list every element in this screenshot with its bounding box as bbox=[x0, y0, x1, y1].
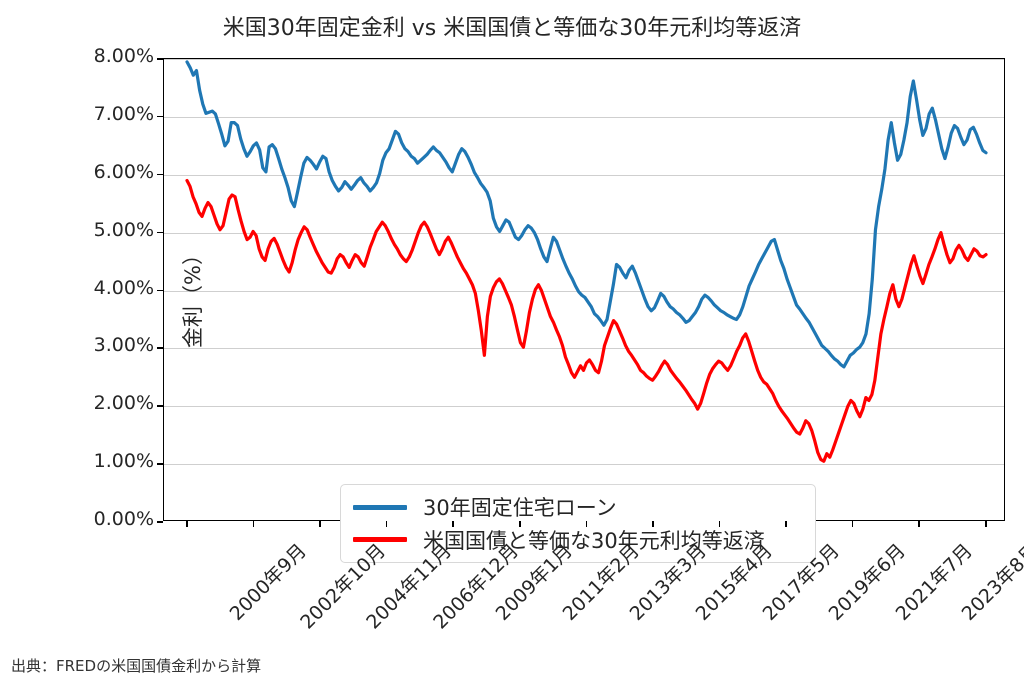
legend-label-treasury: 米国国債と等価な30年元利均等返済 bbox=[423, 528, 765, 553]
series-lines bbox=[185, 60, 988, 463]
gridline bbox=[164, 290, 1004, 292]
legend-item-mortgage: 30年固定住宅ローン bbox=[353, 491, 803, 524]
y-axis-tick-label: 2.00% bbox=[93, 392, 154, 415]
gridline bbox=[164, 59, 1004, 60]
x-axis-tick-mark bbox=[918, 521, 920, 527]
gridline bbox=[164, 116, 1004, 118]
x-axis-tick-mark bbox=[518, 521, 521, 527]
y-axis-tick-mark bbox=[157, 231, 163, 234]
x-axis-tick-mark bbox=[385, 521, 388, 527]
y-axis-tick-label: 8.00% bbox=[93, 45, 154, 67]
x-axis-tick-mark bbox=[319, 521, 321, 527]
legend-item-treasury: 米国国債と等価な30年元利均等返済 bbox=[353, 524, 803, 557]
y-axis-tick-mark bbox=[157, 347, 163, 349]
y-axis-tick-label: 3.00% bbox=[93, 334, 154, 357]
page-title: 米国30年固定金利 vs 米国国債と等価な30年元利均等返済 bbox=[222, 16, 802, 41]
x-axis-tick-mark bbox=[851, 521, 854, 527]
gridline bbox=[164, 232, 1004, 234]
y-axis-tick-mark bbox=[157, 58, 163, 60]
x-axis-tick-mark bbox=[985, 521, 987, 527]
series-line-treasury bbox=[185, 178, 988, 463]
legend-swatch-blue bbox=[353, 504, 407, 510]
x-axis-tick-mark bbox=[186, 521, 188, 527]
y-axis-label: 金利（%） bbox=[181, 244, 205, 348]
y-axis-tick-label: 7.00% bbox=[93, 102, 154, 125]
y-axis-tick-mark bbox=[157, 463, 163, 465]
y-axis-tick-label: 0.00% bbox=[93, 508, 154, 530]
y-axis-tick-label: 1.00% bbox=[93, 450, 154, 473]
y-axis-tick-mark bbox=[157, 173, 163, 176]
x-axis-tick-mark bbox=[585, 521, 588, 527]
y-axis-tick-label: 5.00% bbox=[93, 218, 154, 241]
y-axis-tick-labels: 0.00% 1.00% 2.00% 3.00% 4.00% 5.00% 6.00% 7.00%… bbox=[56, 45, 154, 530]
y-axis-tick-mark bbox=[157, 521, 163, 523]
series-line-mortgage bbox=[185, 60, 988, 369]
x-axis-tick-mark bbox=[718, 521, 721, 527]
x-axis-tick-mark bbox=[452, 521, 454, 527]
x-axis-tick-mark bbox=[785, 521, 787, 527]
source-note: 出典：FREDの米国国債金利から計算 bbox=[11, 657, 262, 675]
gridline bbox=[164, 406, 1004, 408]
gridline bbox=[164, 174, 1004, 176]
gridline bbox=[164, 464, 1004, 466]
chart-legend: 30年固定住宅ローン 米国国債と等価な30年元利均等返済 bbox=[340, 484, 816, 563]
y-axis-tick-mark bbox=[157, 289, 163, 292]
legend-swatch-red bbox=[353, 537, 407, 543]
y-axis-tick-mark bbox=[157, 115, 163, 118]
y-axis-tick-marks bbox=[157, 58, 165, 523]
gridline bbox=[164, 348, 1004, 350]
y-axis-tick-label: 4.00% bbox=[93, 276, 154, 299]
plot-area: 30年固定住宅ローン 米国国債と等価な30年元利均等返済 金利（%） bbox=[163, 58, 1005, 563]
y-axis-tick-label: 6.00% bbox=[93, 160, 154, 183]
x-axis-tick-mark bbox=[652, 521, 654, 527]
x-axis-tick-labels: 2000年9月 2002年10月 2004年11月 2006年12月 2009年1月 20… bbox=[163, 531, 1024, 641]
x-axis-tick-marks bbox=[163, 521, 1005, 529]
y-axis-tick-mark bbox=[157, 405, 163, 407]
x-axis-tick-mark bbox=[252, 521, 255, 527]
legend-label-mortgage: 30年固定住宅ローン bbox=[423, 496, 617, 521]
